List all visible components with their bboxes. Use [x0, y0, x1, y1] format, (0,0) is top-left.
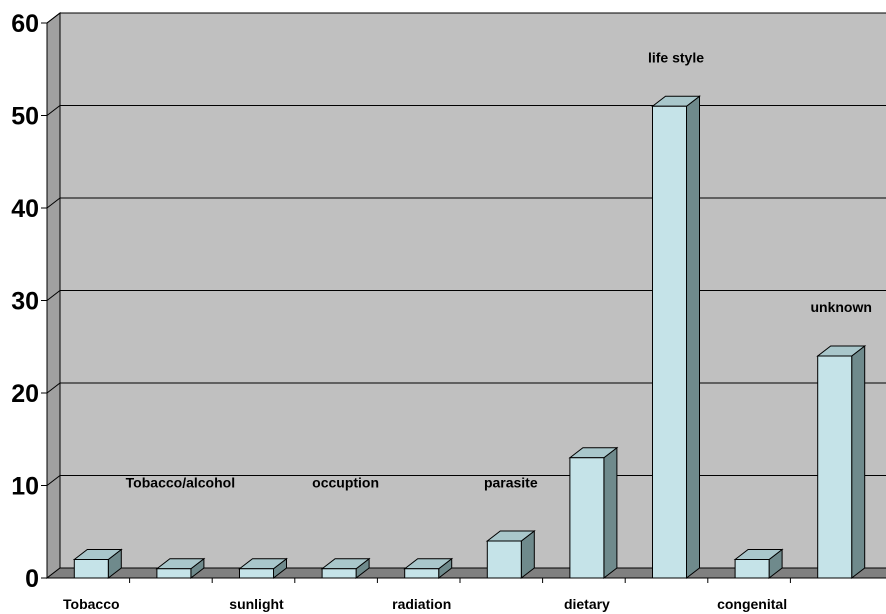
- y-tick-label: 40: [11, 195, 39, 223]
- x-tick-label: sunlight: [229, 596, 284, 612]
- x-tick-label: congenital: [717, 596, 787, 612]
- bar-label: parasite: [484, 475, 538, 491]
- bar-front: [652, 105, 687, 579]
- bar-front: [486, 540, 522, 579]
- bar: [320, 557, 371, 580]
- gridline: [46, 12, 886, 24]
- y-tick-label: 60: [11, 10, 39, 38]
- x-tick-label: Tobacco: [63, 596, 120, 612]
- bar-labels: Tobacco/alcohol occuption parasite life sty…: [126, 49, 872, 490]
- x-tick-label: radiation: [392, 596, 451, 612]
- bar-series: [72, 95, 867, 580]
- bar-front: [734, 559, 770, 579]
- y-tick-label: 10: [11, 473, 39, 501]
- bar-front: [156, 568, 192, 579]
- y-axis: 0 10 20 30 40 50 60: [11, 10, 48, 593]
- y-tick-label: 50: [11, 103, 39, 131]
- gridlines: [46, 12, 886, 486]
- gridline: [46, 105, 886, 116]
- gridline: [46, 197, 886, 209]
- bar-front: [404, 568, 440, 579]
- bar: [816, 344, 867, 580]
- bar-front: [569, 457, 605, 579]
- y-tick-label: 0: [25, 565, 39, 593]
- bar-side: [603, 446, 618, 580]
- bar: [568, 446, 619, 580]
- bar: [155, 557, 206, 580]
- x-axis: Tobacco sunlight radiation dietary congenita…: [47, 577, 886, 612]
- bar: [238, 557, 288, 580]
- bar: [485, 529, 536, 580]
- bar-label: unknown: [810, 299, 871, 315]
- bar-side: [851, 344, 866, 580]
- bar-front: [239, 568, 274, 579]
- x-tick-label: dietary: [564, 596, 610, 612]
- gridline: [46, 475, 886, 486]
- bar: [651, 95, 701, 580]
- bar-front: [817, 355, 853, 579]
- gridline: [46, 382, 886, 394]
- bar: [72, 548, 123, 580]
- bar-label: Tobacco/alcohol: [126, 475, 235, 491]
- bar-front: [321, 568, 357, 579]
- bar-side: [686, 95, 700, 580]
- gridline: [46, 290, 886, 301]
- bar-label: life style: [648, 49, 704, 65]
- y-tick-label: 20: [11, 380, 39, 408]
- bar-label: occuption: [312, 475, 379, 491]
- y-tick-label: 30: [11, 288, 39, 316]
- bar-front: [73, 559, 109, 579]
- bar: [733, 548, 784, 580]
- plot-walls: [45, 11, 886, 580]
